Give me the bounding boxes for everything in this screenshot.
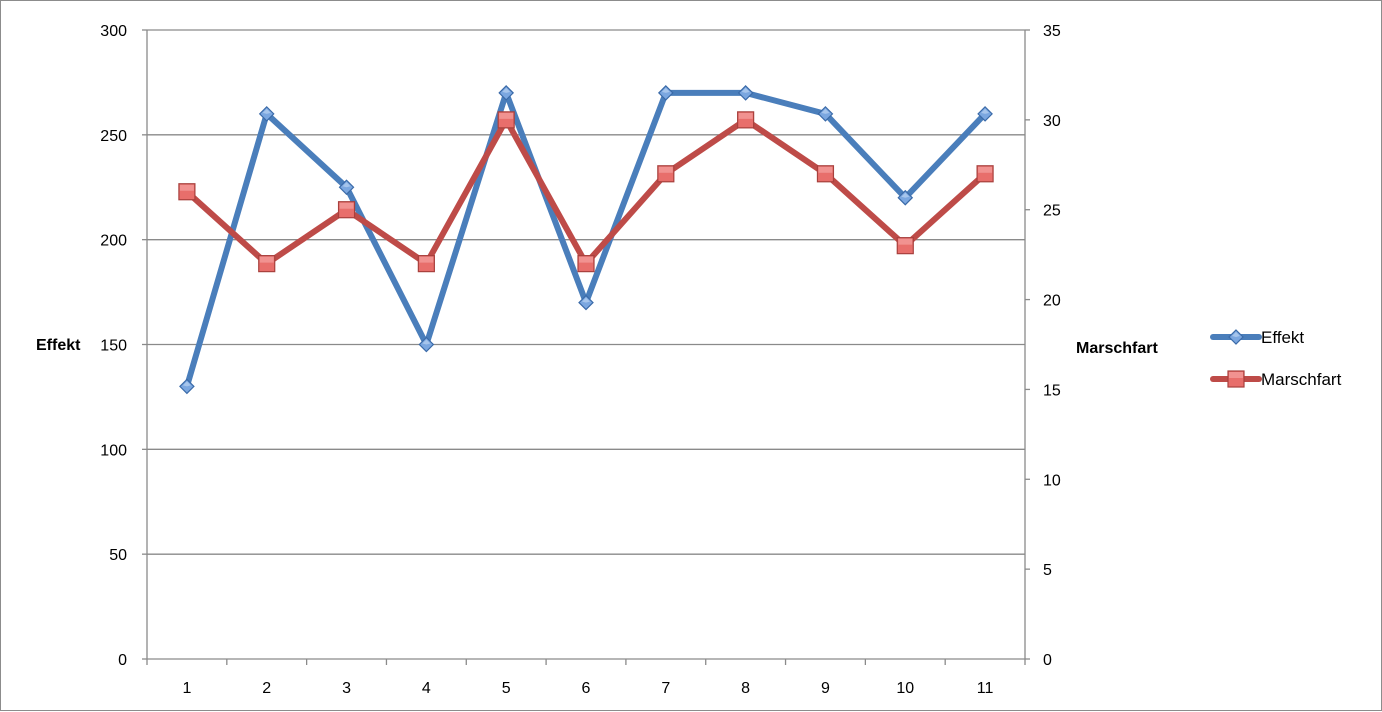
data-point-effekt: [977, 106, 993, 122]
x-tick-label: 10: [896, 680, 914, 697]
right-axis-title: Marschfart: [1076, 340, 1158, 357]
right-tick-label: 0: [1043, 652, 1052, 669]
x-tick-label: 9: [821, 680, 830, 697]
right-tick-label: 30: [1043, 113, 1061, 130]
data-point-marschfart: [976, 165, 994, 183]
left-axis-ticks: 0 50 100 150 200 250 300: [100, 23, 147, 669]
data-point-marschfart: [737, 111, 755, 129]
x-tick-label: 1: [182, 680, 191, 697]
legend: Effekt Marschfart: [1210, 328, 1342, 389]
left-tick-label: 300: [100, 23, 127, 40]
x-tick-label: 5: [502, 680, 511, 697]
right-tick-label: 15: [1043, 382, 1061, 399]
series-effekt: [179, 85, 993, 395]
right-tick-label: 35: [1043, 23, 1061, 40]
data-point-effekt: [657, 85, 674, 101]
grid-lines: [147, 29, 1025, 555]
data-point-marschfart: [816, 165, 835, 183]
legend-label: Effekt: [1261, 328, 1304, 347]
x-tick-label: 4: [422, 680, 431, 697]
x-tick-label: 2: [262, 680, 271, 697]
legend-marker: [1227, 370, 1245, 388]
left-tick-label: 250: [100, 128, 127, 145]
data-point-effekt: [897, 189, 914, 206]
right-tick-label: 20: [1043, 293, 1061, 310]
x-tick-label: 8: [741, 680, 750, 697]
left-axis-title: Effekt: [36, 337, 81, 354]
series-line-marschfart: [183, 116, 989, 267]
left-tick-label: 100: [100, 442, 127, 459]
data-point-effekt: [338, 179, 355, 196]
data-point-marschfart: [337, 201, 356, 219]
right-tick-label: 25: [1043, 203, 1061, 220]
data-point-effekt: [817, 106, 834, 122]
data-point-effekt: [578, 294, 594, 311]
data-point-marschfart: [497, 111, 515, 129]
left-tick-label: 150: [100, 338, 127, 355]
left-tick-label: 0: [118, 652, 127, 669]
x-tick-label: 11: [977, 680, 994, 697]
data-point-marschfart: [178, 183, 196, 201]
legend-item-effekt: Effekt: [1210, 328, 1304, 347]
data-point-marschfart: [896, 237, 914, 255]
data-point-marschfart: [577, 255, 595, 273]
x-tick-label: 7: [661, 680, 670, 697]
data-point-marschfart: [258, 255, 276, 273]
right-axis-ticks: 0 5 10 15 20 25 30 35: [1025, 23, 1061, 669]
left-tick-label: 200: [100, 233, 127, 250]
right-tick-label: 5: [1043, 562, 1052, 579]
data-point-marschfart: [417, 255, 435, 273]
left-tick-label: 50: [109, 547, 127, 564]
legend-marker: [1228, 329, 1244, 345]
right-tick-label: 10: [1043, 472, 1061, 489]
data-point-effekt: [258, 106, 275, 122]
legend-label: Marschfart: [1261, 370, 1342, 389]
x-tick-label: 6: [582, 680, 591, 697]
legend-item-marschfart: Marschfart: [1210, 370, 1342, 389]
data-point-marschfart: [657, 165, 675, 183]
data-point-effekt: [737, 85, 754, 101]
series-layer: [178, 85, 994, 395]
x-axis-ticks: 1 2 3 4 5 6 7 8 9 10 11: [146, 659, 1026, 697]
data-point-effekt: [418, 336, 435, 353]
series-marschfart: [178, 111, 994, 273]
x-tick-label: 3: [342, 680, 351, 697]
data-point-effekt: [179, 378, 195, 395]
data-point-effekt: [498, 85, 515, 101]
